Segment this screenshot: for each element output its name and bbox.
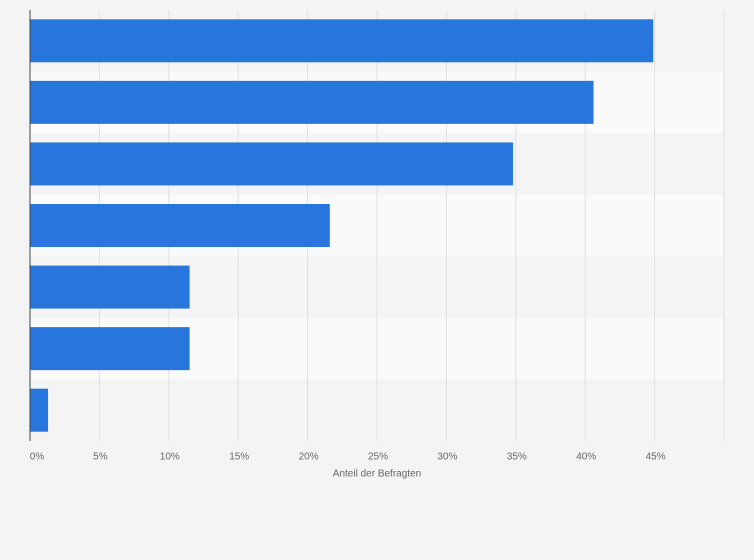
x-tick-label: 25% (368, 452, 388, 463)
bar (30, 80, 594, 124)
bar (30, 265, 190, 309)
x-tick-label: 20% (299, 452, 319, 463)
bar (30, 142, 514, 186)
bar (30, 19, 654, 63)
x-tick-label: 35% (507, 452, 527, 463)
x-tick-label: 40% (576, 452, 596, 463)
bar (30, 327, 190, 371)
x-tick-label: 0% (30, 452, 45, 463)
x-tick-label: 15% (229, 452, 249, 463)
x-tick-label: 30% (437, 452, 457, 463)
x-axis-label: Anteil der Befragten (333, 469, 421, 480)
bar (30, 388, 49, 432)
x-tick-label: 45% (646, 452, 666, 463)
bar (30, 204, 330, 247)
x-tick-label: 5% (93, 452, 108, 463)
x-tick-label: 10% (160, 452, 180, 463)
